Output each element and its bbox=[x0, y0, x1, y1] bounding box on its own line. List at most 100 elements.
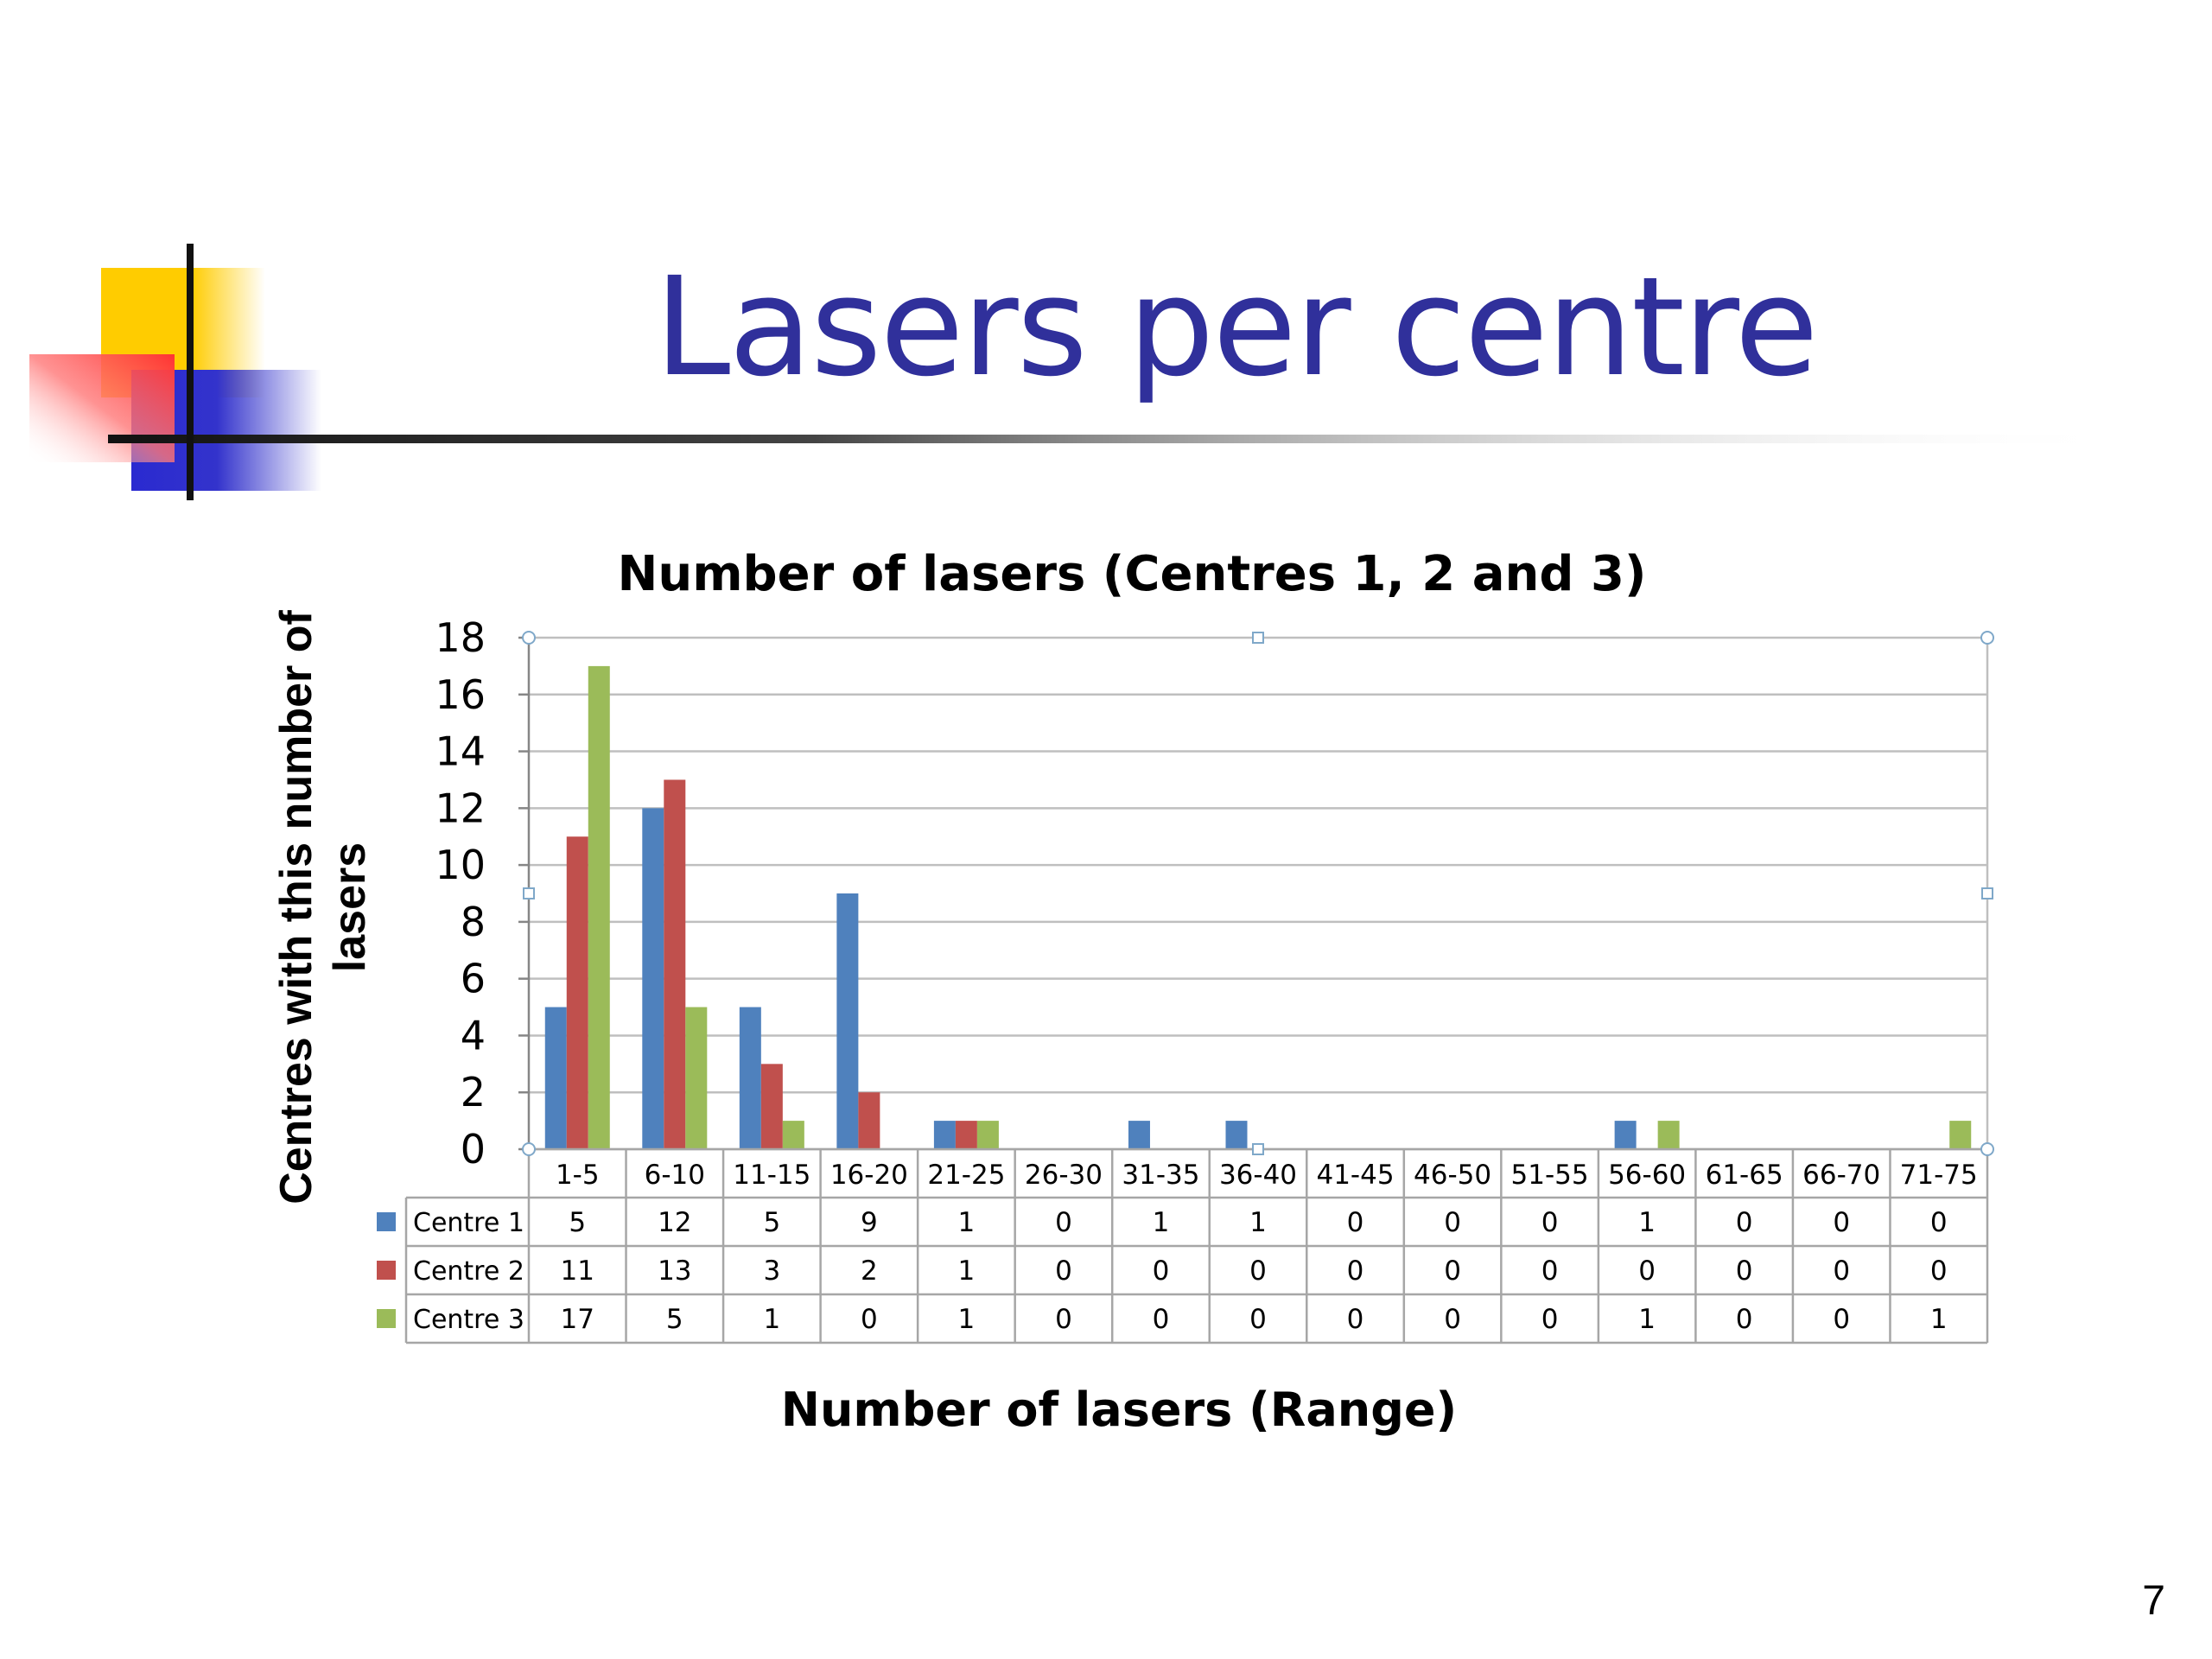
y-tick-label: 2 bbox=[461, 1069, 486, 1116]
data-table-cell: 0 bbox=[1638, 1255, 1656, 1287]
chart-bars bbox=[544, 665, 1972, 1149]
bar-centre-1 bbox=[642, 808, 664, 1149]
x-category-label: 26-30 bbox=[1025, 1160, 1103, 1191]
bar-centre-2 bbox=[664, 779, 686, 1149]
side-handle bbox=[523, 887, 535, 899]
horizontal-rule bbox=[108, 435, 2126, 443]
data-table-cell: 2 bbox=[861, 1255, 878, 1287]
data-table-cell: 1 bbox=[958, 1304, 976, 1335]
data-table-cell: 0 bbox=[1055, 1255, 1072, 1287]
bar-centre-2 bbox=[566, 836, 588, 1149]
x-category-label: 1-5 bbox=[556, 1160, 600, 1191]
legend-key-centre-1 bbox=[377, 1212, 396, 1231]
data-table-cell: 1 bbox=[1249, 1207, 1267, 1238]
y-tick-label: 14 bbox=[435, 728, 486, 775]
x-category-label: 11-15 bbox=[733, 1160, 810, 1191]
data-table-cell: 1 bbox=[958, 1255, 976, 1287]
y-axis-title: Centres with this number oflasers bbox=[271, 610, 375, 1205]
red-square bbox=[29, 354, 175, 462]
data-table-cell: 0 bbox=[1055, 1207, 1072, 1238]
x-category-label: 16-20 bbox=[830, 1160, 908, 1191]
data-table-cell: 0 bbox=[1347, 1304, 1364, 1335]
bar-centre-1 bbox=[1128, 1121, 1150, 1149]
x-category-label: 31-35 bbox=[1122, 1160, 1199, 1191]
bar-centre-3 bbox=[1949, 1121, 1972, 1149]
bar-centre-3 bbox=[976, 1121, 999, 1149]
x-category-label: 6-10 bbox=[645, 1160, 705, 1191]
data-table-cell: 0 bbox=[1055, 1304, 1072, 1335]
data-table-cell: 0 bbox=[1153, 1304, 1170, 1335]
y-tick-label: 12 bbox=[435, 785, 486, 831]
series-name-label: Centre 1 bbox=[413, 1208, 524, 1238]
chart-data-table: 1-5 6-10 11-15 16-20 21-25 26-30 31-35 36-40 41-… bbox=[377, 1147, 1989, 1344]
y-tick-label: 10 bbox=[435, 842, 486, 888]
data-table-cell: 0 bbox=[1833, 1207, 1850, 1238]
side-handle bbox=[1981, 887, 1993, 899]
corner-handle bbox=[1980, 1142, 1994, 1156]
data-table-cell: 1 bbox=[763, 1304, 780, 1335]
data-table-cell: 0 bbox=[1347, 1255, 1364, 1287]
data-table-cell: 0 bbox=[1930, 1255, 1948, 1287]
chart-title: Number of lasers (Centres 1, 2 and 3) bbox=[617, 546, 1646, 602]
y-tick-label: 16 bbox=[435, 671, 486, 718]
corner-handle bbox=[522, 631, 536, 645]
y-tick-label: 4 bbox=[461, 1012, 486, 1058]
legend-key-centre-3 bbox=[377, 1309, 396, 1328]
data-table-cell: 0 bbox=[1541, 1207, 1559, 1238]
data-table-cell: 1 bbox=[1638, 1304, 1656, 1335]
bar-centre-2 bbox=[760, 1064, 783, 1149]
data-table-cell: 0 bbox=[1833, 1255, 1850, 1287]
data-table-cell: 0 bbox=[1833, 1304, 1850, 1335]
data-table-cell: 5 bbox=[666, 1304, 683, 1335]
data-table-cell: 17 bbox=[561, 1304, 594, 1335]
side-handle bbox=[1252, 1143, 1264, 1155]
bar-centre-2 bbox=[955, 1121, 977, 1149]
data-table-cell: 0 bbox=[1736, 1255, 1753, 1287]
vertical-rule bbox=[187, 244, 194, 500]
x-category-label: 66-70 bbox=[1802, 1160, 1880, 1191]
y-axis-title-line: lasers bbox=[325, 842, 375, 972]
data-table-cell: 0 bbox=[1541, 1255, 1559, 1287]
bar-centre-1 bbox=[933, 1121, 956, 1149]
data-table-cell: 5 bbox=[569, 1207, 586, 1238]
slide-decoration bbox=[29, 244, 2126, 500]
data-table-cell: 0 bbox=[1153, 1255, 1170, 1287]
x-category-label: 21-25 bbox=[927, 1160, 1005, 1191]
legend-key-centre-2 bbox=[377, 1261, 396, 1280]
data-table-cell: 0 bbox=[1444, 1255, 1461, 1287]
x-category-label: 71-75 bbox=[1900, 1160, 1978, 1191]
bar-centre-2 bbox=[858, 1092, 880, 1149]
data-table-cell: 0 bbox=[1249, 1304, 1267, 1335]
y-axis-title-line: Centres with this number of bbox=[271, 610, 321, 1205]
slide-title: Lasers per centre bbox=[654, 248, 1818, 407]
data-table-cell: 1 bbox=[1153, 1207, 1170, 1238]
x-category-label: 41-45 bbox=[1316, 1160, 1394, 1191]
x-category-label: 46-50 bbox=[1414, 1160, 1491, 1191]
y-tick-label: 0 bbox=[461, 1126, 486, 1173]
y-tick-label: 18 bbox=[435, 614, 486, 661]
bar-centre-1 bbox=[739, 1007, 761, 1149]
bar-centre-3 bbox=[1657, 1121, 1680, 1149]
data-table-cell: 0 bbox=[1736, 1304, 1753, 1335]
x-category-label: 51-55 bbox=[1511, 1160, 1589, 1191]
chart-selection-handles bbox=[522, 631, 1994, 1156]
data-table-cell: 1 bbox=[1930, 1304, 1948, 1335]
bar-centre-1 bbox=[1225, 1121, 1248, 1149]
side-handle bbox=[1252, 632, 1264, 644]
series-name-label: Centre 2 bbox=[413, 1256, 524, 1287]
bar-centre-3 bbox=[685, 1007, 708, 1149]
bar-centre-1 bbox=[544, 1007, 567, 1149]
data-table-cell: 0 bbox=[1444, 1207, 1461, 1238]
data-table-cell: 1 bbox=[958, 1207, 976, 1238]
bar-centre-3 bbox=[588, 665, 610, 1149]
x-axis-title: Number of lasers (Range) bbox=[781, 1382, 1457, 1437]
data-table-cell: 5 bbox=[763, 1207, 780, 1238]
data-table-cell: 0 bbox=[1249, 1255, 1267, 1287]
bar-centre-1 bbox=[1614, 1121, 1637, 1149]
bar-centre-1 bbox=[836, 893, 859, 1149]
data-table-cell: 0 bbox=[1347, 1207, 1364, 1238]
x-category-label: 36-40 bbox=[1219, 1160, 1297, 1191]
chart-labels: 0 2 4 6 8 10 12 14 16 18 bbox=[435, 614, 486, 1173]
y-tick-label: 6 bbox=[461, 956, 486, 1002]
